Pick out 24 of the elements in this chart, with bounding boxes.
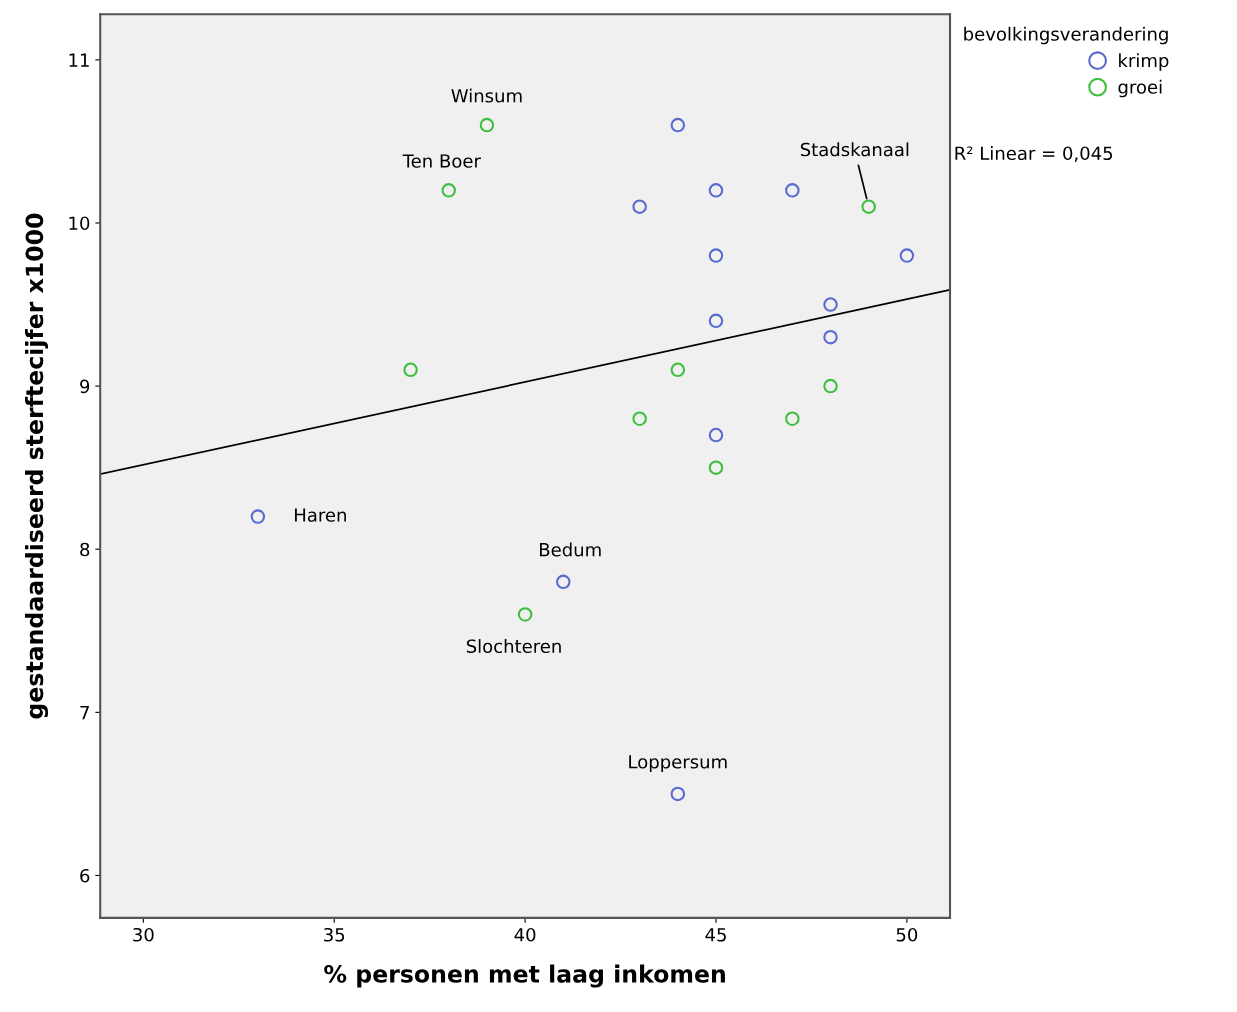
y-tick-label: 10 (69, 216, 90, 231)
annotation: Haren (295, 508, 346, 522)
y-tick-label: 8 (80, 542, 90, 557)
x-tick-label: 50 (896, 927, 918, 942)
annotation: Bedum (540, 542, 601, 557)
text: R² Linear = 0,045 (955, 146, 1113, 162)
y-axis-title: gestandaardiseerd sterftecijfer x1000 (25, 213, 49, 719)
x-tick-label: 45 (705, 928, 726, 942)
legend-label: groei (1118, 79, 1162, 98)
y-tick-label: 11 (69, 53, 89, 67)
annotation: Loppersum (629, 755, 727, 773)
annotation: Ten Boer (402, 154, 481, 168)
x-axis-title: % personen met laag inkomen (324, 964, 725, 988)
y-tick-label: 7 (80, 706, 89, 720)
y-tick-label: 6 (80, 868, 90, 883)
legend-label: krimp (1119, 53, 1169, 71)
legend-title: bevolkingsverandering (964, 26, 1168, 45)
annotation: Slochteren (466, 639, 561, 654)
x-tick-label: 30 (133, 927, 154, 942)
annotation: Winsum (451, 88, 522, 103)
x-tick-label: 40 (514, 927, 536, 942)
annotation: Stadskanaal (800, 142, 909, 157)
y-tick-label: 9 (80, 379, 90, 394)
x-tick-label: 35 (324, 927, 345, 942)
